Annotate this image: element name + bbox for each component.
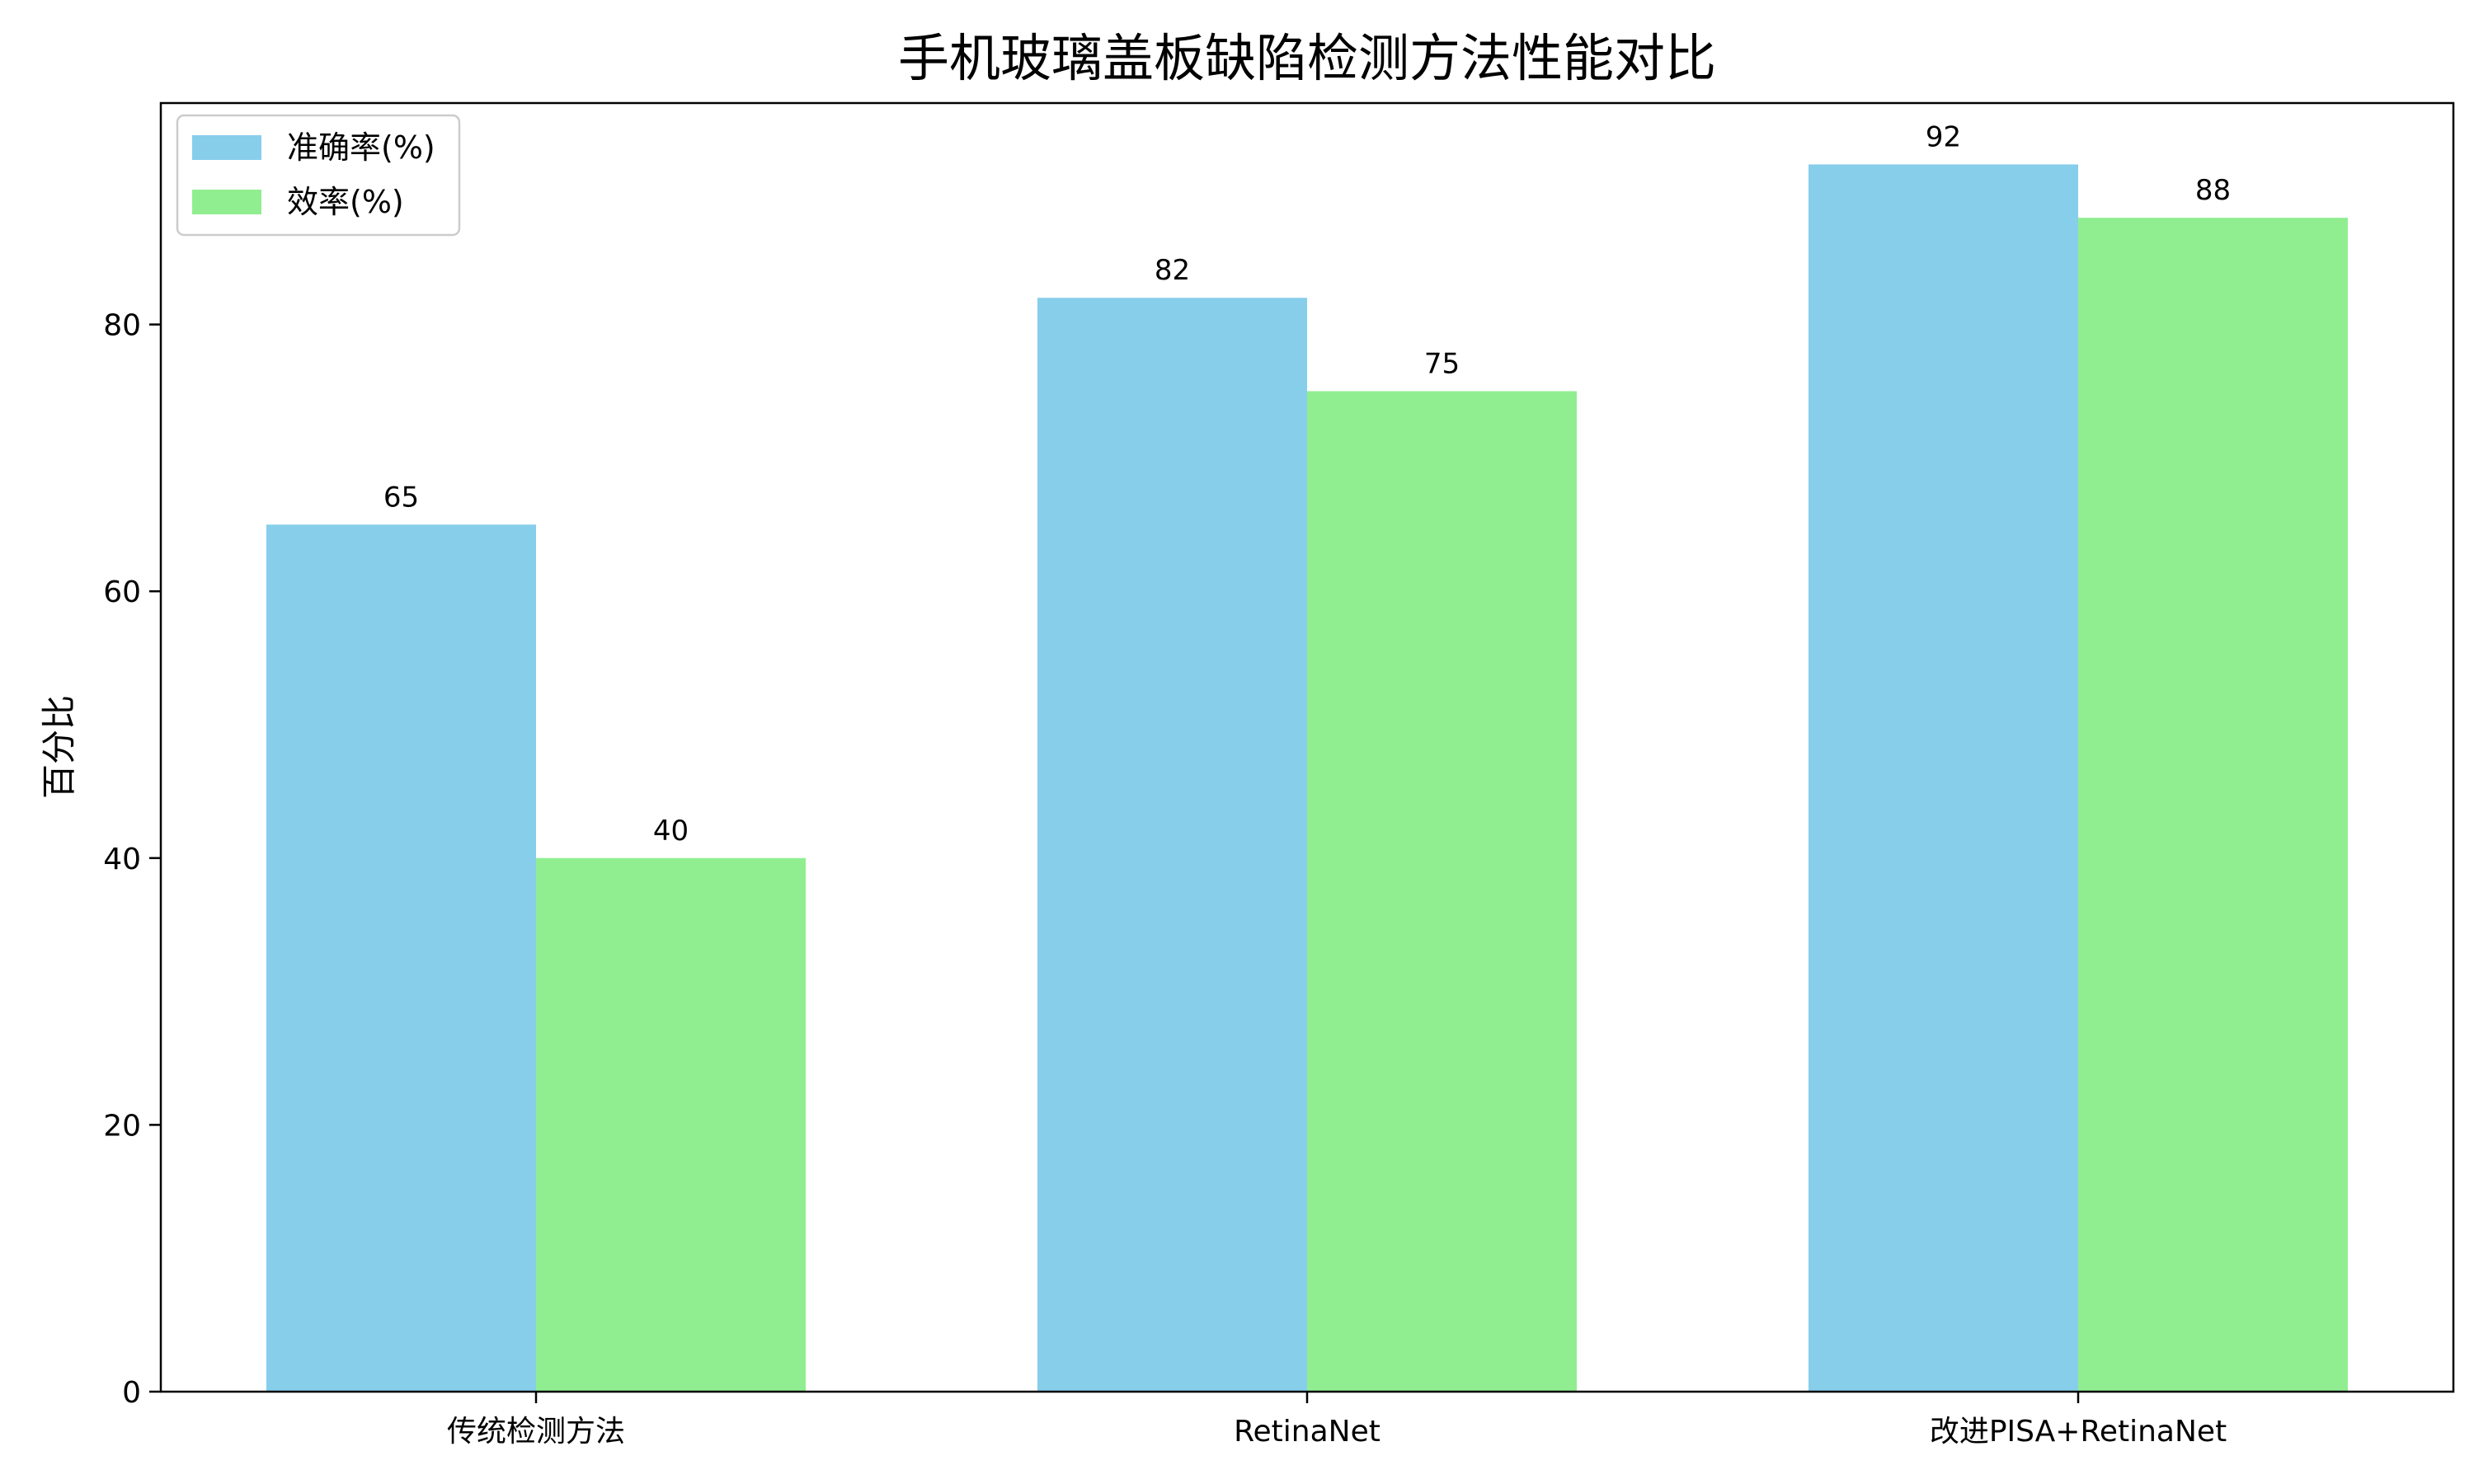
y-tick-label: 0: [122, 1376, 141, 1410]
legend-label: 效率(%): [287, 184, 404, 220]
legend: 准确率(%) 效率(%): [176, 114, 461, 237]
legend-label: 准确率(%): [287, 129, 435, 166]
data-label: 92: [1926, 120, 1961, 153]
data-label: 88: [2195, 174, 2231, 207]
plot-area: 65 82 92 40 75 88 0 20 40 60 80 传统检测方法 RetinaNet 改进PI…: [103, 101, 2455, 1449]
data-label: 65: [383, 481, 419, 514]
y-axis-label: 百分比: [39, 695, 79, 799]
bar: [266, 524, 536, 1392]
bar: [1808, 164, 2078, 1392]
bar: [1037, 298, 1307, 1392]
legend-swatch: [192, 190, 261, 214]
bar: [536, 857, 806, 1392]
y-tick-label: 40: [103, 843, 141, 876]
y-tick-label: 60: [103, 575, 141, 609]
x-tick-label: RetinaNet: [1234, 1415, 1380, 1449]
y-tick-label: 20: [103, 1109, 141, 1143]
x-tick-label: 改进PISA+RetinaNet: [1930, 1415, 2227, 1449]
bar: [1307, 391, 1577, 1392]
y-tick-label: 80: [103, 309, 141, 343]
data-label: 40: [653, 815, 689, 848]
bar: [2078, 218, 2348, 1392]
legend-swatch: [192, 135, 261, 160]
data-label: 75: [1424, 347, 1460, 380]
x-tick-label: 传统检测方法: [447, 1415, 625, 1449]
chart-title: 手机玻璃盖板缺陷检测方法性能对比: [898, 28, 1716, 88]
data-label: 82: [1155, 254, 1190, 287]
